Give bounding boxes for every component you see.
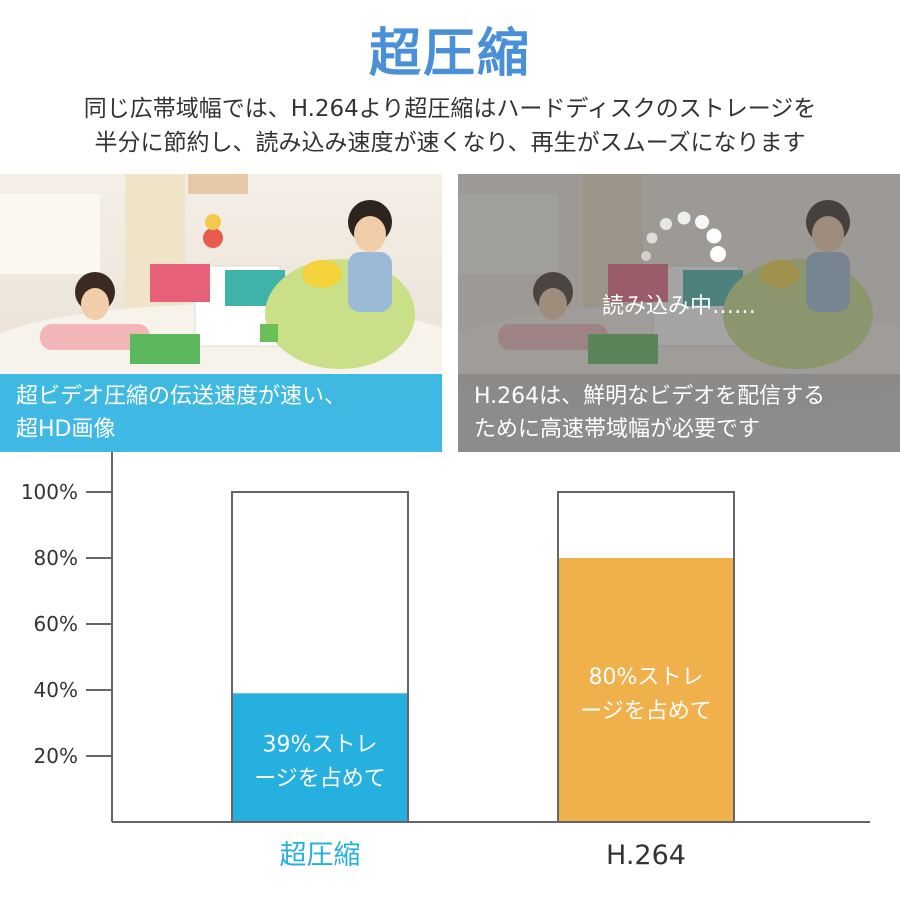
caption-line: 超HD画像: [16, 417, 116, 442]
storage-bar-chart: 100%80%60%40%20% 39%ストレージを占めて超圧縮80%ストレージを…: [21, 452, 870, 871]
y-tick-label: 100%: [21, 480, 78, 504]
caption-line: H.264は、鮮明なビデオを配信する: [474, 384, 826, 409]
caption-super-compression: 超ビデオ圧縮の伝送速度が速い、 超HD画像: [0, 374, 442, 452]
dim-overlay: [458, 174, 900, 374]
y-tick-label: 80%: [34, 546, 78, 570]
description-line: 同じ広帯域幅では、H.264より超圧縮はハードディスクのストレージを: [83, 96, 817, 122]
photo-panel-h264: 読み込み中…… H.264は、鮮明なビデオを配信する ために高速帯域幅が必要です: [458, 174, 900, 452]
caption-line: ために高速帯域幅が必要です: [474, 417, 761, 442]
bar-fill: [559, 558, 733, 821]
x-category-label: H.264: [606, 840, 686, 871]
kids-room-photo: [0, 174, 442, 414]
bar-data-label: 39%ストレ: [263, 733, 378, 758]
bar-data-label: 80%ストレ: [589, 665, 704, 690]
bar-data-label: ージを占めて: [254, 767, 386, 792]
description: 同じ広帯域幅では、H.264より超圧縮はハードディスクのストレージを 半分に節約…: [0, 92, 900, 160]
caption-h264: H.264は、鮮明なビデオを配信する ために高速帯域幅が必要です: [458, 374, 900, 452]
page-title: 超圧縮: [368, 24, 531, 84]
photo-panel-super-compression: 超ビデオ圧縮の伝送速度が速い、 超HD画像: [0, 174, 442, 452]
y-tick-label: 20%: [34, 744, 78, 768]
loading-text: 読み込み中……: [601, 294, 756, 319]
bar-fill: [233, 693, 407, 821]
y-tick-label: 40%: [34, 678, 78, 702]
caption-line: 超ビデオ圧縮の伝送速度が速い、: [16, 384, 347, 409]
description-line: 半分に節約し、読み込み速度が速くなり、再生がスムーズになります: [94, 130, 806, 156]
x-category-label: 超圧縮: [280, 840, 361, 871]
loading-spinner-icon: [641, 211, 726, 262]
bar-data-label: ージを占めて: [580, 699, 712, 724]
y-tick-label: 60%: [34, 612, 78, 636]
